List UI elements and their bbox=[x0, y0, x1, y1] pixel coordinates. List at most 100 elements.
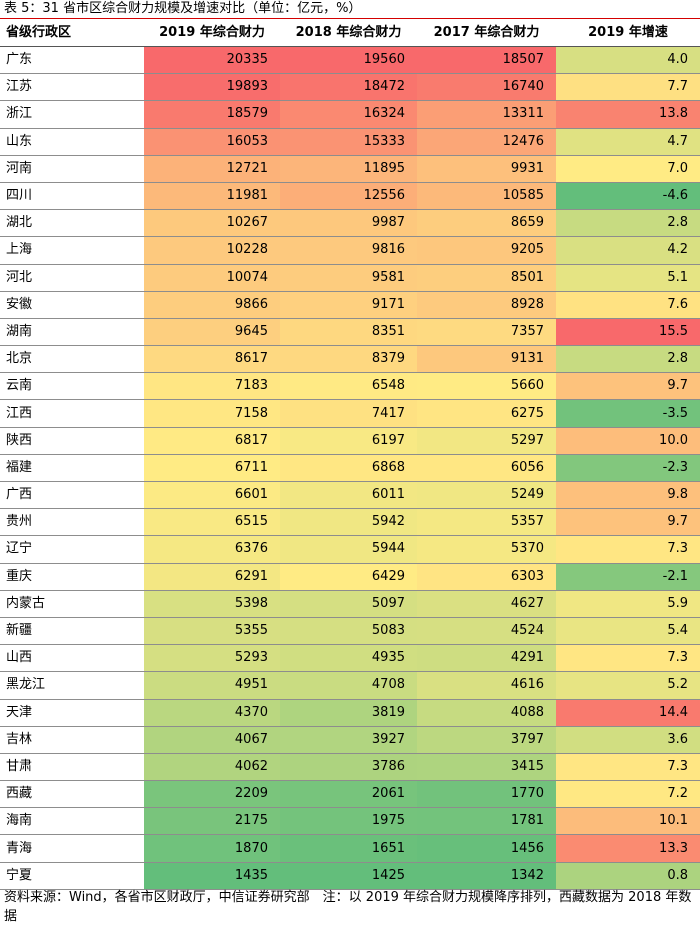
finance-2018-cell: 1425 bbox=[280, 862, 417, 890]
finance-2017-cell: 9205 bbox=[417, 236, 556, 265]
growth-2019-cell: 5.9 bbox=[556, 590, 700, 618]
table-body: 广东 20335 19560 18507 4.0 江苏 19893 18472 16740 7.7… bbox=[0, 46, 700, 890]
table-row: 海南 2175 1975 1781 10.1 bbox=[0, 807, 700, 836]
growth-2019-cell: 7.2 bbox=[556, 780, 700, 809]
province-cell: 云南 bbox=[0, 372, 144, 401]
finance-2019-cell: 19893 bbox=[144, 73, 280, 102]
province-cell: 青海 bbox=[0, 834, 144, 863]
finance-2019-cell: 5398 bbox=[144, 590, 280, 618]
header-2017: 2017 年综合财力 bbox=[417, 20, 556, 47]
table-row: 江苏 19893 18472 16740 7.7 bbox=[0, 73, 700, 102]
province-cell: 山东 bbox=[0, 128, 144, 156]
finance-2019-cell: 12721 bbox=[144, 155, 280, 183]
finance-2017-cell: 8659 bbox=[417, 209, 556, 238]
finance-2017-cell: 1770 bbox=[417, 780, 556, 809]
finance-2019-cell: 6376 bbox=[144, 535, 280, 564]
finance-2018-cell: 6429 bbox=[280, 563, 417, 591]
finance-2019-cell: 1870 bbox=[144, 834, 280, 863]
finance-2018-cell: 11895 bbox=[280, 155, 417, 183]
table-row: 云南 7183 6548 5660 9.7 bbox=[0, 372, 700, 401]
province-cell: 海南 bbox=[0, 807, 144, 836]
table-row: 山东 16053 15333 12476 4.7 bbox=[0, 128, 700, 156]
growth-2019-cell: 7.3 bbox=[556, 753, 700, 782]
finance-2018-cell: 7417 bbox=[280, 399, 417, 428]
finance-2019-cell: 10228 bbox=[144, 236, 280, 265]
finance-2019-cell: 2209 bbox=[144, 780, 280, 809]
province-cell: 四川 bbox=[0, 182, 144, 211]
finance-2018-cell: 6548 bbox=[280, 372, 417, 401]
finance-2017-cell: 6275 bbox=[417, 399, 556, 428]
finance-2018-cell: 4935 bbox=[280, 644, 417, 673]
finance-2018-cell: 9171 bbox=[280, 291, 417, 319]
finance-2017-cell: 4088 bbox=[417, 699, 556, 727]
growth-2019-cell: 0.8 bbox=[556, 862, 700, 890]
finance-2019-cell: 6817 bbox=[144, 427, 280, 455]
finance-2017-cell: 10585 bbox=[417, 182, 556, 211]
header-province: 省级行政区 bbox=[0, 20, 144, 47]
finance-2018-cell: 5083 bbox=[280, 617, 417, 646]
finance-2018-cell: 9581 bbox=[280, 264, 417, 292]
table-row: 陕西 6817 6197 5297 10.0 bbox=[0, 427, 700, 455]
growth-2019-cell: 4.7 bbox=[556, 128, 700, 156]
table-caption: 表 5：31 省市区综合财力规模及增速对比（单位：亿元，%） bbox=[4, 1, 362, 16]
finance-2017-cell: 3797 bbox=[417, 726, 556, 754]
province-cell: 宁夏 bbox=[0, 862, 144, 890]
table-row: 吉林 4067 3927 3797 3.6 bbox=[0, 726, 700, 754]
finance-2017-cell: 5660 bbox=[417, 372, 556, 401]
header-2018: 2018 年综合财力 bbox=[280, 20, 417, 47]
finance-2017-cell: 5249 bbox=[417, 481, 556, 510]
finance-2018-cell: 5097 bbox=[280, 590, 417, 618]
growth-2019-cell: 13.3 bbox=[556, 834, 700, 863]
finance-2018-cell: 19560 bbox=[280, 46, 417, 75]
finance-2018-cell: 6197 bbox=[280, 427, 417, 455]
province-cell: 甘肃 bbox=[0, 753, 144, 782]
table-row: 贵州 6515 5942 5357 9.7 bbox=[0, 508, 700, 537]
finance-2018-cell: 2061 bbox=[280, 780, 417, 809]
finance-2017-cell: 4524 bbox=[417, 617, 556, 646]
growth-2019-cell: 15.5 bbox=[556, 318, 700, 347]
finance-2018-cell: 4708 bbox=[280, 671, 417, 700]
province-cell: 内蒙古 bbox=[0, 590, 144, 618]
table-row: 安徽 9866 9171 8928 7.6 bbox=[0, 291, 700, 319]
finance-2019-cell: 7183 bbox=[144, 372, 280, 401]
growth-2019-cell: -4.6 bbox=[556, 182, 700, 211]
finance-2017-cell: 1781 bbox=[417, 807, 556, 836]
finance-2019-cell: 20335 bbox=[144, 46, 280, 75]
finance-2017-cell: 6056 bbox=[417, 454, 556, 483]
growth-2019-cell: 10.1 bbox=[556, 807, 700, 836]
province-cell: 湖北 bbox=[0, 209, 144, 238]
growth-2019-cell: 13.8 bbox=[556, 100, 700, 129]
finance-2018-cell: 9987 bbox=[280, 209, 417, 238]
finance-2017-cell: 5357 bbox=[417, 508, 556, 537]
growth-2019-cell: 9.7 bbox=[556, 508, 700, 537]
finance-2018-cell: 9816 bbox=[280, 236, 417, 265]
province-cell: 江西 bbox=[0, 399, 144, 428]
finance-2019-cell: 10074 bbox=[144, 264, 280, 292]
finance-2018-cell: 1651 bbox=[280, 834, 417, 863]
growth-2019-cell: -3.5 bbox=[556, 399, 700, 428]
finance-table: 省级行政区 2019 年综合财力 2018 年综合财力 2017 年综合财力 2… bbox=[0, 20, 700, 890]
finance-2017-cell: 9131 bbox=[417, 345, 556, 374]
table-row: 湖南 9645 8351 7357 15.5 bbox=[0, 318, 700, 347]
finance-2018-cell: 12556 bbox=[280, 182, 417, 211]
finance-2017-cell: 5370 bbox=[417, 535, 556, 564]
province-cell: 辽宁 bbox=[0, 535, 144, 564]
province-cell: 天津 bbox=[0, 699, 144, 727]
finance-2017-cell: 3415 bbox=[417, 753, 556, 782]
finance-2019-cell: 6601 bbox=[144, 481, 280, 510]
province-cell: 上海 bbox=[0, 236, 144, 265]
table-row: 湖北 10267 9987 8659 2.8 bbox=[0, 209, 700, 238]
finance-2018-cell: 15333 bbox=[280, 128, 417, 156]
province-cell: 河北 bbox=[0, 264, 144, 292]
province-cell: 贵州 bbox=[0, 508, 144, 537]
growth-2019-cell: 4.2 bbox=[556, 236, 700, 265]
growth-2019-cell: -2.1 bbox=[556, 563, 700, 591]
finance-2019-cell: 6711 bbox=[144, 454, 280, 483]
finance-2018-cell: 5942 bbox=[280, 508, 417, 537]
finance-2017-cell: 5297 bbox=[417, 427, 556, 455]
finance-2019-cell: 9645 bbox=[144, 318, 280, 347]
finance-2018-cell: 3819 bbox=[280, 699, 417, 727]
finance-2019-cell: 5355 bbox=[144, 617, 280, 646]
growth-2019-cell: 9.8 bbox=[556, 481, 700, 510]
province-cell: 河南 bbox=[0, 155, 144, 183]
